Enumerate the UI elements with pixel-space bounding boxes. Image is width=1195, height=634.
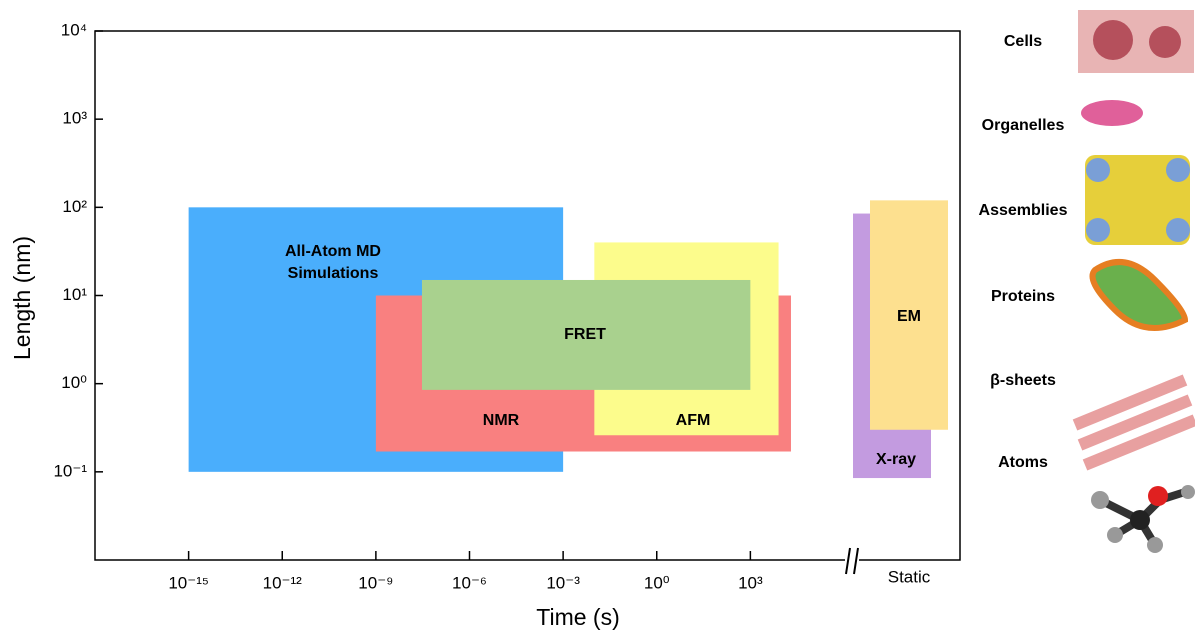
assembly-part: [1086, 158, 1110, 182]
atom: [1147, 537, 1163, 553]
atom: [1130, 510, 1150, 530]
scale-label: Atoms: [998, 454, 1048, 471]
atom: [1181, 485, 1195, 499]
atom: [1091, 491, 1109, 509]
y-tick-label: 10⁻¹: [53, 461, 87, 480]
scale-label: Cells: [1004, 33, 1042, 50]
range-label: All-Atom MD: [285, 243, 381, 260]
range-label: NMR: [483, 412, 520, 429]
x-axis-title: Time (s): [536, 604, 619, 630]
range-label: Simulations: [288, 265, 379, 282]
scale-label: Assemblies: [979, 202, 1068, 219]
organelle-image: [1081, 100, 1143, 126]
illustrations: [1075, 10, 1195, 553]
scale-label: Proteins: [991, 288, 1055, 305]
assembly-part: [1166, 218, 1190, 242]
chart: Time (s) Length (nm) All-Atom MD Simulati…: [0, 0, 1195, 634]
assembly-part: [1166, 158, 1190, 182]
y-tick-label: 10¹: [62, 285, 87, 304]
assembly-part: [1086, 218, 1110, 242]
static-label: X-ray: [876, 451, 916, 468]
x-tick-label: 10³: [738, 573, 763, 592]
scale-label: Organelles: [982, 117, 1065, 134]
atom: [1148, 486, 1168, 506]
y-tick-label: 10²: [62, 197, 87, 216]
x-tick-label: 10⁰: [644, 573, 670, 592]
cell: [1149, 26, 1181, 58]
cell: [1093, 20, 1133, 60]
range-label: FRET: [564, 326, 606, 343]
atom: [1107, 527, 1123, 543]
x-tick-label: 10⁻³: [546, 573, 580, 592]
static-label: EM: [897, 308, 921, 325]
beta-sheet-image: [1075, 380, 1195, 465]
x-tick-label: 10⁻⁹: [358, 573, 393, 592]
x-tick-label: 10⁻¹²: [263, 573, 303, 592]
x-tick-label: Static: [888, 567, 931, 586]
y-tick-label: 10⁴: [61, 20, 87, 39]
y-tick-label: 10⁰: [61, 373, 87, 392]
x-tick-label: 10⁻¹⁵: [168, 573, 209, 592]
protein-image: [1093, 262, 1186, 328]
x-tick-label: 10⁻⁶: [452, 573, 487, 592]
range-label: AFM: [676, 412, 711, 429]
scale-label: β-sheets: [990, 372, 1056, 389]
y-axis-title: Length (nm): [9, 236, 35, 360]
y-tick-label: 10³: [62, 109, 87, 128]
